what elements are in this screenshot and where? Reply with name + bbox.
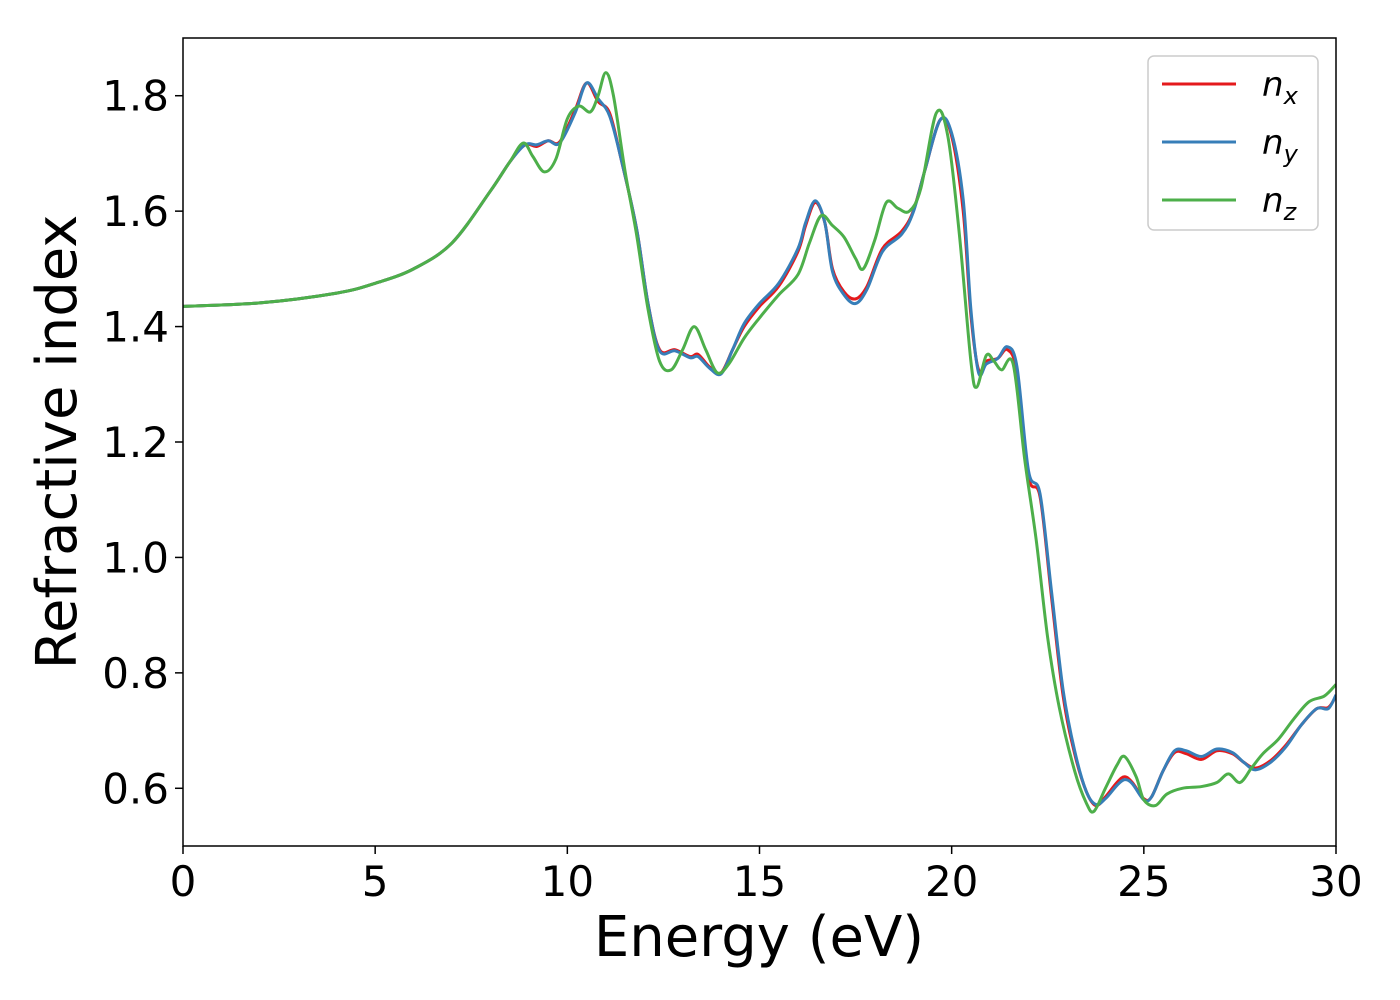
x-tick-label: 20 — [925, 857, 978, 906]
x-tick-label: 0 — [170, 857, 197, 906]
legend-items: nx ny nz — [1162, 65, 1299, 226]
series-line-z — [183, 71, 1336, 814]
x-tick-label: 10 — [541, 857, 594, 906]
y-tick-label: 1.0 — [102, 533, 169, 582]
y-tick-label: 0.6 — [102, 764, 169, 813]
x-axis-ticks: 0 5 10 15 20 25 30 — [170, 846, 1363, 906]
y-axis-ticks: 0.6 0.8 1.0 1.2 1.4 1.6 1.8 — [102, 72, 183, 813]
legend-label-z: nz — [1262, 181, 1298, 226]
series-layer — [183, 71, 1336, 814]
x-tick-label: 25 — [1117, 857, 1170, 906]
x-tick-label: 30 — [1309, 857, 1362, 906]
y-tick-label: 1.8 — [102, 72, 169, 121]
legend-label-x: nx — [1262, 65, 1299, 110]
series-line-y — [183, 81, 1336, 807]
legend: nx ny nz — [1147, 55, 1319, 231]
legend-label-y: ny — [1262, 123, 1299, 168]
y-axis-title: Refractive index — [25, 215, 90, 670]
y-tick-label: 1.4 — [102, 303, 169, 352]
x-axis-title: Energy (eV) — [594, 905, 924, 970]
y-tick-label: 1.2 — [102, 418, 169, 467]
x-tick-label: 15 — [733, 857, 786, 906]
x-tick-label: 5 — [362, 857, 389, 906]
y-tick-label: 0.8 — [102, 649, 169, 698]
y-tick-label: 1.6 — [102, 187, 169, 236]
